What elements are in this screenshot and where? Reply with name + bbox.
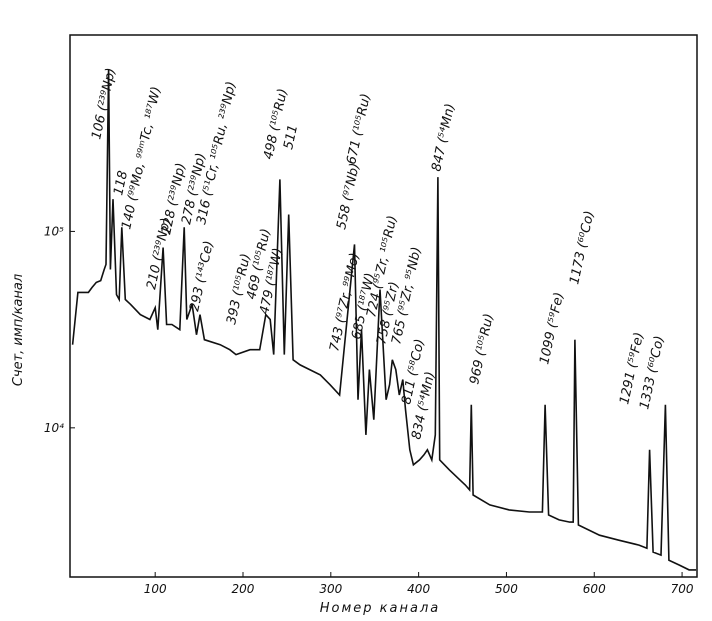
peak-annotation: 847 (⁵⁴Mn) (429, 102, 458, 173)
peak-annotation: 106 (²³⁹Np) (89, 67, 119, 141)
x-tick-label: 400 (407, 582, 430, 596)
y-tick-label: 10⁴ (44, 421, 64, 435)
peak-annotation: 671 (¹⁰⁵Ru) (344, 92, 374, 166)
x-tick-label: 700 (671, 582, 694, 596)
peak-annotation: 1099 (⁵⁹Fe) (537, 291, 567, 366)
x-tick-label: 200 (232, 582, 255, 596)
peak-annotation: 969 (¹⁰⁵Ru) (467, 312, 497, 386)
peak-annotation: 558 (⁹⁷Nb) (334, 162, 363, 231)
peak-annotation: 293 (¹⁴³Ce) (187, 239, 217, 312)
peak-annotation: 511 (281, 123, 301, 150)
peak-annotation: 118 (111, 169, 131, 196)
x-tick-label: 600 (583, 582, 606, 596)
y-axis-label: Счет, имп/канал (11, 274, 26, 386)
y-tick-label: 10⁵ (44, 224, 64, 238)
x-tick-label: 300 (319, 582, 342, 596)
peak-annotation: 316 (⁵¹Cr, ¹⁰⁵Ru, ²³⁹Np) (194, 80, 239, 226)
spectrum-line (71, 68, 697, 571)
peak-annotation: 140 (⁹⁹Mo, ⁹⁹ᵐTc, ¹⁸⁷W) (119, 85, 164, 231)
x-axis-label: Номер канала (320, 601, 440, 616)
peak-annotation: 1173 (⁶⁰Co) (567, 210, 597, 286)
x-tick-label: 500 (495, 582, 518, 596)
plot-frame (69, 34, 698, 578)
x-tick-label: 100 (144, 582, 167, 596)
